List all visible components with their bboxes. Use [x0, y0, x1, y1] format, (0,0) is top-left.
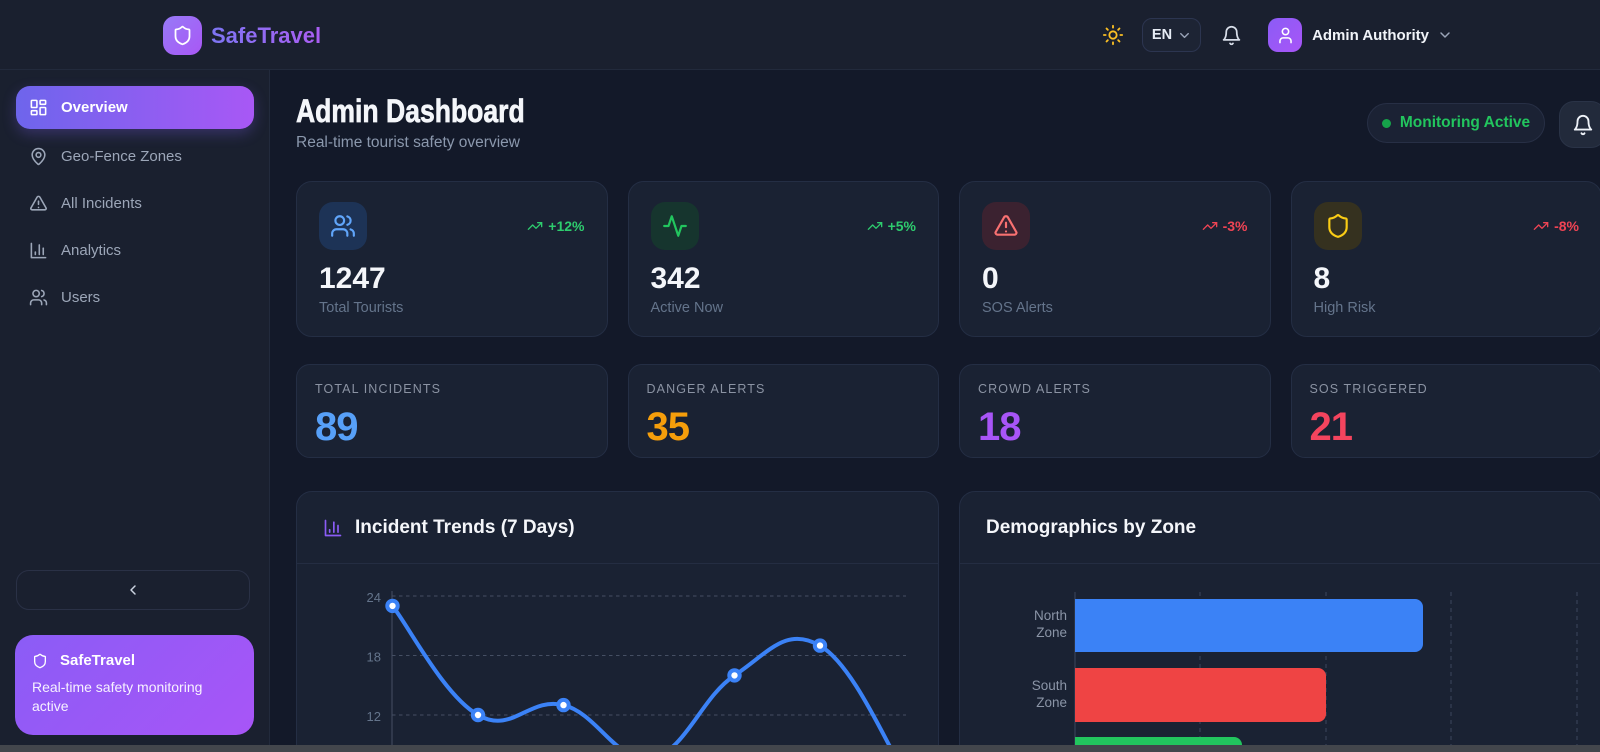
- svg-text:South: South: [1032, 678, 1067, 693]
- svg-text:Zone: Zone: [1036, 625, 1067, 640]
- svg-text:24: 24: [367, 590, 381, 605]
- svg-text:North: North: [1034, 608, 1067, 623]
- svg-text:12: 12: [367, 709, 381, 724]
- svg-text:18: 18: [367, 650, 381, 665]
- svg-text:Zone: Zone: [1036, 695, 1067, 710]
